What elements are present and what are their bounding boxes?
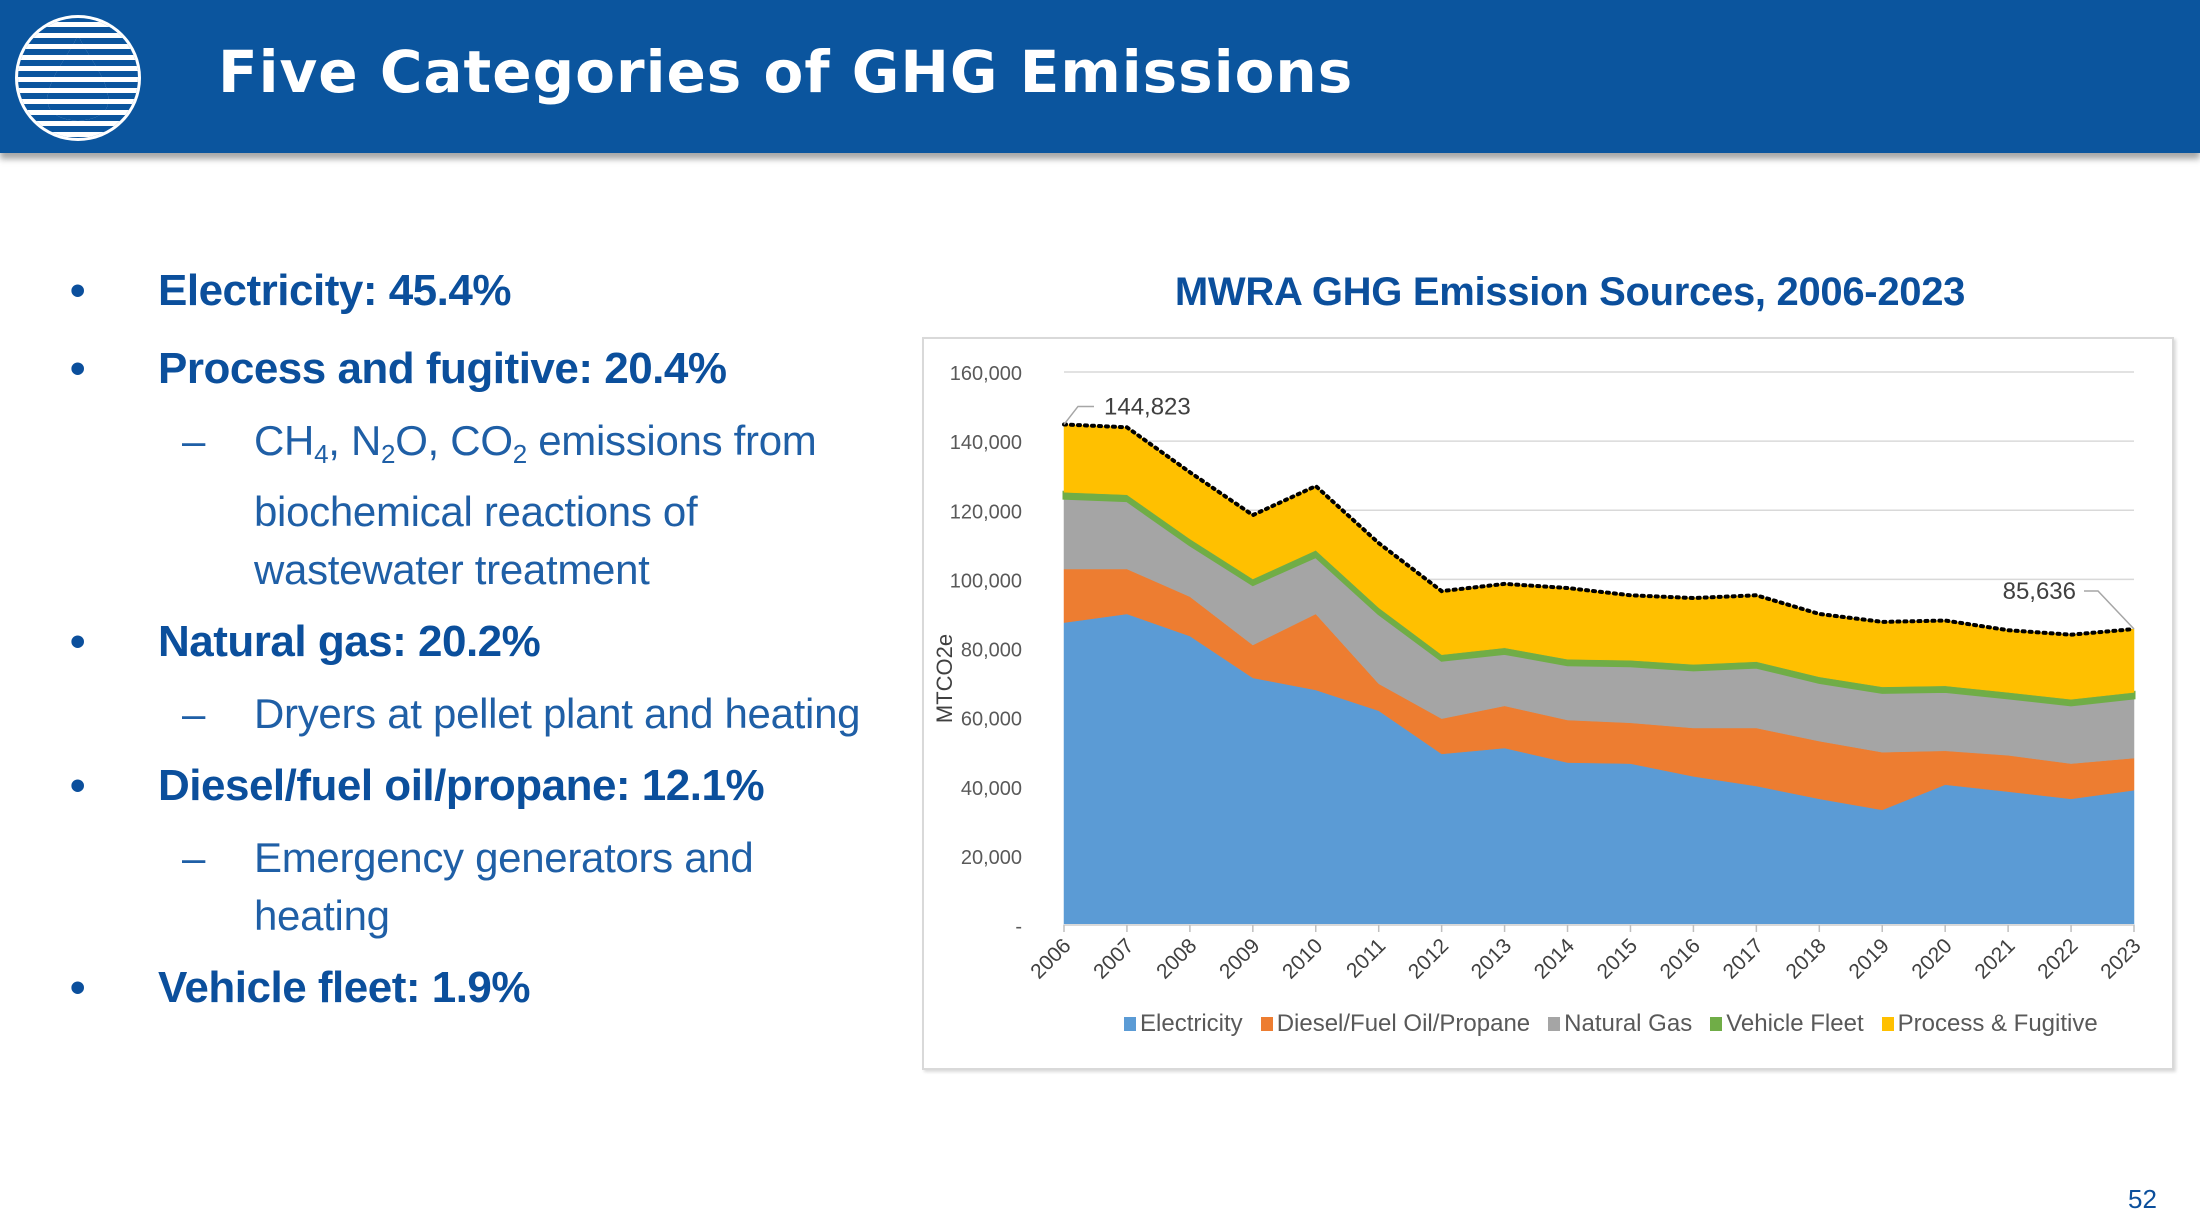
- bullet-text: Natural gas: 20.2%: [158, 617, 541, 666]
- header-bar: Five Categories of GHG Emissions: [0, 0, 2200, 153]
- bullet-item: • Diesel/fuel oil/propane: 12.1%: [70, 757, 890, 815]
- x-tick-label: 2010: [1278, 934, 1327, 983]
- bullet-dot-icon: •: [70, 963, 85, 1012]
- bullet-text: Process and fugitive: 20.4%: [158, 344, 727, 393]
- legend-swatch: [1124, 1017, 1136, 1031]
- y-tick-label: 120,000: [950, 501, 1022, 523]
- chart-legend: Electricity Diesel/Fuel Oil/Propane Natura…: [1124, 1010, 2098, 1038]
- x-tick-label: 2020: [1907, 934, 1956, 983]
- legend-item: Process & Fugitive: [1881, 1010, 2098, 1038]
- y-tick-label: 20,000: [961, 847, 1022, 869]
- sub-bullet-item: – Emergency generators and heating: [70, 829, 890, 945]
- annotation-leader: [1063, 405, 1094, 425]
- y-tick-label: 160,000: [950, 363, 1022, 385]
- legend-label: Diesel/Fuel Oil/Propane: [1276, 1010, 1531, 1037]
- legend-label: Vehicle Fleet: [1726, 1010, 1864, 1037]
- y-tick-label: 100,000: [950, 570, 1022, 592]
- legend-item: Natural Gas: [1548, 1010, 1692, 1038]
- bullet-item: • Vehicle fleet: 1.9%: [70, 959, 890, 1017]
- x-tick-label: 2014: [1530, 934, 1580, 984]
- sub-bullet-item: – CH4, N2O, CO2 emissions from biochemica…: [70, 412, 890, 599]
- bullet-dot-icon: •: [70, 761, 85, 810]
- legend-swatch: [1710, 1017, 1723, 1031]
- y-tick-label: 80,000: [961, 640, 1022, 662]
- stacked-area-chart: - 20,000 40,000 60,000 80,000 100,000 120,000 1…: [932, 363, 2146, 984]
- x-tick-label: 2013: [1467, 934, 1516, 983]
- chart-title: MWRA GHG Emission Sources, 2006-2023: [1174, 270, 1966, 314]
- chart-container: - 20,000 40,000 60,000 80,000 100,000 120,000 1…: [922, 337, 2174, 1070]
- x-tick-label: 2021: [1970, 934, 2019, 983]
- bullet-text: Vehicle fleet: 1.9%: [158, 963, 531, 1012]
- bullet-dot-icon: •: [70, 617, 85, 666]
- annotation-label: 144,823: [1104, 393, 1191, 420]
- bullet-item: • Electricity: 45.4%: [70, 262, 890, 320]
- legend-swatch: [1548, 1017, 1561, 1031]
- legend-item: Diesel/Fuel Oil/Propane: [1260, 1010, 1531, 1038]
- y-tick-label: 40,000: [961, 778, 1022, 800]
- page-title: Five Categories of GHG Emissions: [218, 38, 1354, 106]
- x-tick-label: 2012: [1404, 934, 1453, 983]
- x-tick-label: 2022: [2033, 934, 2082, 983]
- legend-item: Electricity: [1124, 1010, 1243, 1038]
- sub-bullet-text: Dryers at pellet plant and heating: [254, 690, 861, 737]
- x-tick-label: 2015: [1593, 934, 1642, 983]
- legend-label: Natural Gas: [1564, 1010, 1693, 1037]
- x-tick-label: 2018: [1782, 934, 1831, 983]
- page-number: 52: [2128, 1184, 2157, 1214]
- x-tick-label: 2011: [1342, 934, 1390, 982]
- annotation-label: 85,636: [2003, 578, 2076, 605]
- x-tick-label: 2006: [1026, 934, 1075, 983]
- bullet-item: • Natural gas: 20.2%: [70, 613, 890, 671]
- dash-icon: –: [182, 690, 206, 737]
- legend-label: Process & Fugitive: [1897, 1010, 2098, 1037]
- x-tick-label: 2023: [2096, 934, 2145, 983]
- total-line: [1062, 422, 2136, 637]
- bullet-item: • Process and fugitive: 20.4%: [70, 340, 890, 398]
- legend-swatch: [1881, 1017, 1894, 1031]
- x-tick-label: 2016: [1656, 934, 1705, 983]
- x-tick-label: 2008: [1152, 934, 1201, 983]
- sub-bullet-text: Emergency generators and heating: [254, 834, 754, 939]
- legend-item: Vehicle Fleet: [1710, 1010, 1864, 1038]
- x-tick-label: 2007: [1089, 934, 1138, 983]
- bullet-dot-icon: •: [70, 266, 85, 315]
- y-tick-label: 60,000: [961, 709, 1022, 731]
- x-tick-label: 2019: [1844, 934, 1893, 983]
- water-drop-logo-icon: [15, 15, 141, 141]
- y-axis-label: MTCO2e: [932, 634, 957, 723]
- y-tick-label: -: [1015, 916, 1022, 938]
- dash-icon: –: [182, 834, 206, 881]
- x-tick-label: 2017: [1719, 934, 1768, 983]
- bullet-text: Diesel/fuel oil/propane: 12.1%: [158, 761, 765, 810]
- legend-label: Electricity: [1140, 1010, 1243, 1037]
- sub-bullet-text: CH4, N2O, CO2 emissions from biochemical…: [254, 417, 817, 593]
- bullet-list: • Electricity: 45.4% • Process and fugitive…: [70, 262, 890, 1037]
- sub-bullet-item: – Dryers at pellet plant and heating: [70, 685, 890, 743]
- bullet-text: Electricity: 45.4%: [158, 266, 511, 315]
- legend-swatch: [1260, 1017, 1273, 1031]
- y-tick-label: 140,000: [950, 432, 1022, 454]
- annotation-leader: [2084, 590, 2135, 630]
- bullet-dot-icon: •: [70, 344, 85, 393]
- dash-icon: –: [182, 417, 206, 464]
- x-tick-label: 2009: [1215, 934, 1264, 983]
